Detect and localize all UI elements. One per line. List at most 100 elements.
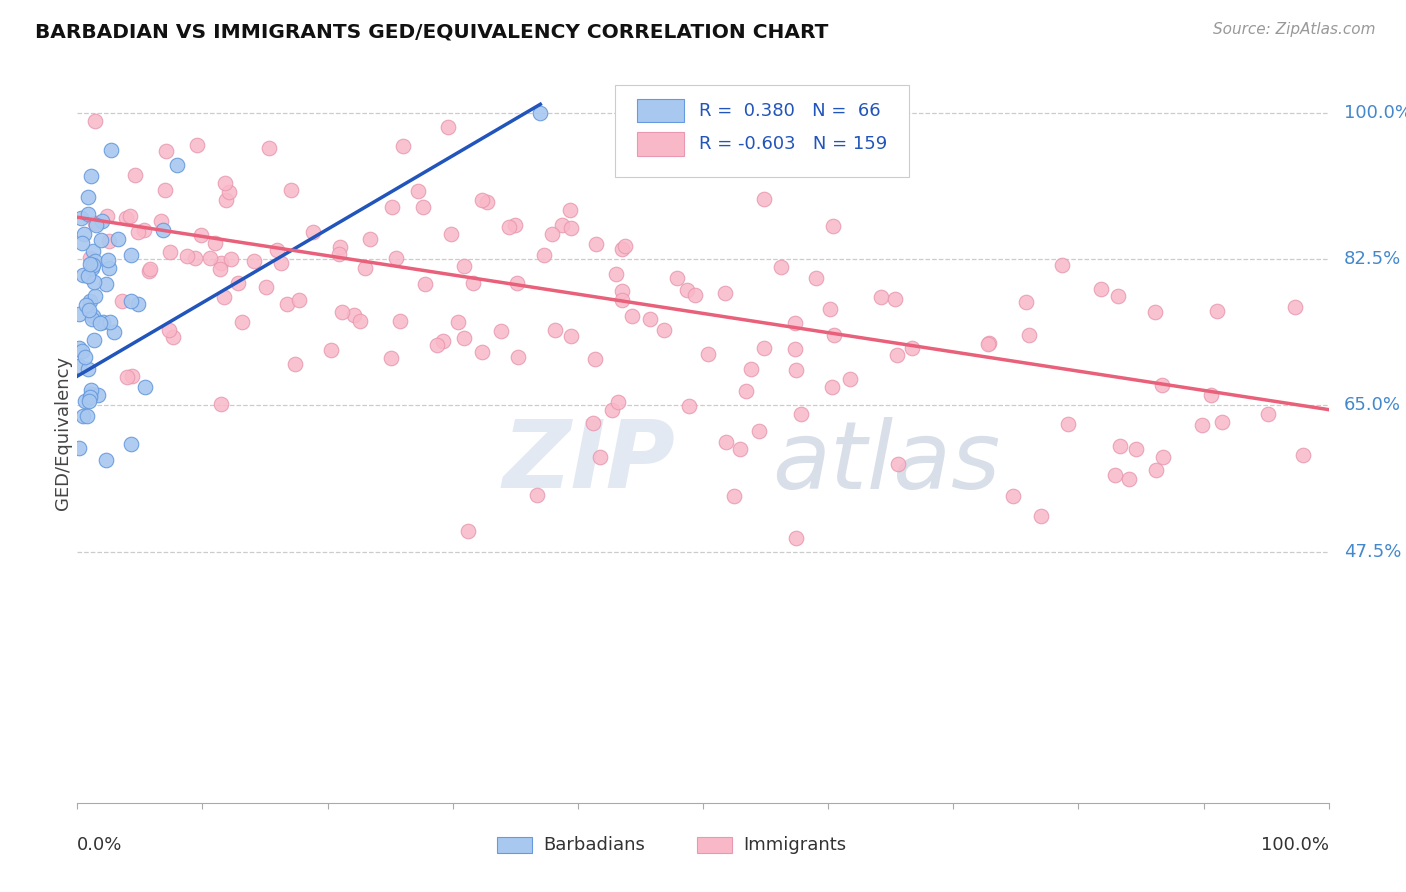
Point [134,380,156,394]
Point [80,311,103,326]
Point [471,193,494,207]
Point [1199,388,1222,402]
Point [121,248,143,262]
Point [748,425,770,439]
Point [526,488,548,502]
Point [783,316,806,330]
Point [82,309,104,323]
Point [1284,301,1306,315]
Point [1125,442,1147,456]
Point [440,227,463,241]
Point [884,292,907,306]
Point [823,328,845,343]
Point [713,285,735,300]
Point [134,223,156,237]
FancyBboxPatch shape [616,85,910,178]
Point [152,223,174,237]
Point [76,269,98,284]
Point [98,234,121,248]
Point [73,351,96,365]
Point [506,350,529,364]
Point [976,337,998,351]
Point [406,184,429,198]
Point [214,176,236,190]
Point [1015,295,1038,310]
Point [723,489,745,503]
Point [560,221,582,235]
Point [214,290,236,304]
Point [380,351,402,366]
Point [208,261,231,276]
Point [583,352,606,367]
Text: 47.5%: 47.5% [1344,543,1400,561]
Point [84,114,107,128]
Point [226,276,249,290]
Bar [637,132,685,156]
Point [461,276,484,290]
Point [821,219,844,233]
Point [785,363,807,377]
Point [1118,472,1140,486]
Point [328,240,350,254]
Point [73,393,96,408]
Point [67,441,90,455]
Point [769,260,792,274]
Point [541,227,564,241]
Point [1292,449,1315,463]
Point [97,260,120,275]
Point [621,310,644,324]
Point [118,209,141,223]
Point [149,213,172,227]
Point [1191,417,1213,432]
Point [69,211,91,226]
Point [127,297,149,311]
Text: 82.5%: 82.5% [1344,250,1400,268]
Point [1257,407,1279,421]
Point [73,227,96,242]
Point [820,379,842,393]
Point [1144,463,1167,477]
Point [498,219,520,234]
Text: Immigrants: Immigrants [742,836,846,854]
Point [385,251,408,265]
Point [728,442,751,456]
Point [166,158,188,172]
Point [413,277,436,291]
Point [79,293,101,308]
Point [270,256,292,270]
Point [79,252,101,266]
Point [610,293,633,308]
Text: atlas: atlas [772,417,1000,508]
Point [471,344,494,359]
Point [602,402,624,417]
Point [124,168,146,182]
Point [319,343,342,357]
Point [100,144,122,158]
Point [343,308,366,322]
Text: 100.0%: 100.0% [1344,103,1406,121]
Point [186,138,208,153]
Text: R =  0.380   N =  66: R = 0.380 N = 66 [699,102,882,120]
Point [97,253,120,268]
Point [254,279,277,293]
Point [901,341,924,355]
Point [785,531,807,545]
Point [77,190,100,204]
Point [209,397,232,411]
Point [614,239,637,253]
Point [302,225,325,239]
Point [697,347,720,361]
Point [658,127,681,141]
Bar [637,99,685,122]
Point [1109,439,1132,453]
Point [638,312,661,326]
Point [138,264,160,278]
Point [83,334,105,348]
Point [287,293,309,307]
Point [84,253,107,268]
Point [1211,415,1233,429]
Point [190,228,212,243]
Point [605,267,627,281]
Text: Barbadians: Barbadians [543,836,645,854]
Point [676,283,699,297]
